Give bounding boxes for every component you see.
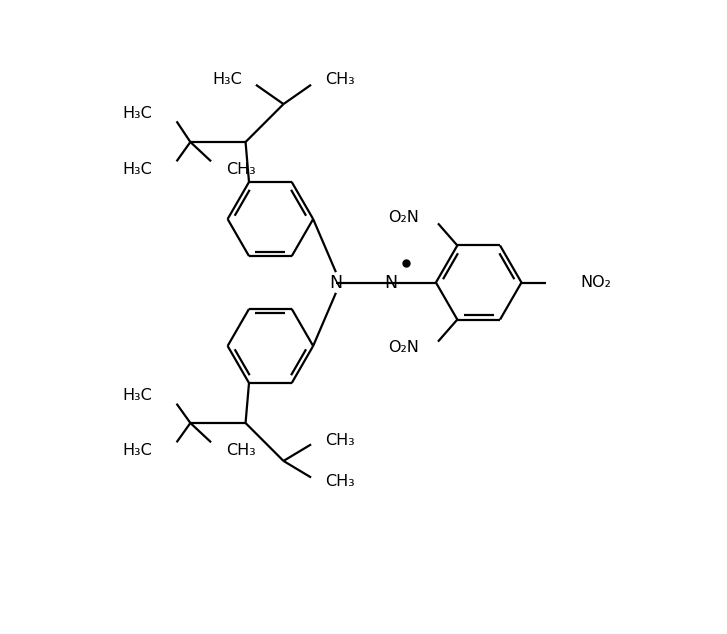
- Text: CH₃: CH₃: [226, 443, 256, 458]
- Text: O₂N: O₂N: [388, 210, 419, 226]
- Text: CH₃: CH₃: [325, 474, 355, 489]
- Text: CH₃: CH₃: [325, 433, 355, 448]
- Text: CH₃: CH₃: [325, 72, 355, 87]
- Text: NO₂: NO₂: [580, 275, 611, 290]
- Text: N: N: [329, 273, 342, 292]
- Text: CH₃: CH₃: [226, 162, 256, 177]
- Text: H₃C: H₃C: [123, 443, 153, 458]
- Text: H₃C: H₃C: [123, 162, 153, 177]
- Text: O₂N: O₂N: [388, 340, 419, 354]
- Text: N: N: [385, 273, 398, 292]
- Text: H₃C: H₃C: [123, 105, 153, 120]
- Text: H₃C: H₃C: [212, 72, 242, 87]
- Text: H₃C: H₃C: [123, 388, 153, 403]
